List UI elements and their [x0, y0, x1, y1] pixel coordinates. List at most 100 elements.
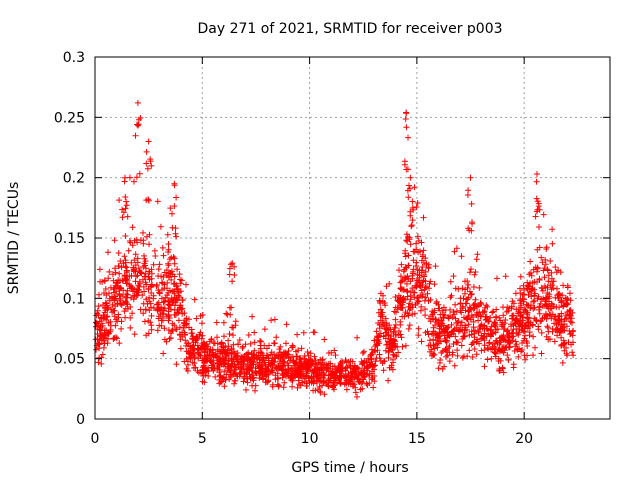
data-point: [209, 351, 215, 358]
data-point: [339, 358, 345, 365]
data-point: [252, 387, 258, 394]
data-point: [150, 305, 157, 311]
data-point: [217, 350, 224, 357]
data-point: [495, 346, 502, 353]
data-point: [290, 358, 296, 365]
data-point: [415, 332, 422, 339]
data-point: [206, 348, 213, 355]
data-point: [434, 331, 441, 338]
data-point: [386, 339, 393, 346]
data-point: [512, 338, 519, 345]
data-point: [272, 376, 279, 383]
data-point: [217, 356, 224, 363]
data-point: [373, 341, 380, 348]
data-point: [465, 307, 472, 314]
data-point: [530, 298, 537, 305]
data-point: [541, 274, 548, 281]
data-point: [177, 345, 184, 352]
data-point: [552, 264, 559, 271]
data-point: [110, 277, 117, 284]
data-point: [111, 296, 118, 303]
data-point: [135, 122, 141, 129]
data-point: [252, 369, 259, 376]
data-point: [273, 334, 280, 341]
data-point: [409, 272, 416, 279]
data-point: [394, 343, 401, 350]
data-point: [494, 275, 500, 282]
data-point: [418, 239, 425, 246]
data-point: [509, 312, 516, 319]
data-point: [425, 265, 432, 272]
data-point: [343, 380, 350, 387]
data-point: [310, 367, 317, 374]
data-point: [198, 344, 205, 351]
data-point: [422, 312, 429, 319]
data-point: [173, 326, 180, 333]
data-point: [243, 351, 250, 358]
data-point: [116, 340, 123, 347]
data-point: [127, 239, 134, 246]
data-point: [118, 325, 125, 332]
data-point: [231, 377, 238, 384]
data-point: [261, 326, 268, 333]
data-point: [472, 296, 479, 303]
data-point: [96, 354, 103, 361]
data-point: [497, 367, 503, 374]
data-point: [199, 370, 206, 377]
data-point: [211, 364, 218, 371]
data-point: [251, 329, 258, 336]
data-point: [335, 375, 342, 382]
data-point: [331, 347, 338, 354]
data-point: [196, 331, 203, 338]
data-point: [221, 333, 227, 340]
data-point: [171, 255, 178, 262]
data-point: [271, 340, 277, 347]
data-point: [478, 313, 484, 320]
data-point: [536, 244, 543, 251]
data-point: [451, 248, 458, 255]
data-point: [132, 251, 139, 258]
data-point: [403, 287, 410, 294]
data-point: [118, 318, 125, 325]
data-point: [388, 364, 395, 371]
data-point: [139, 292, 146, 299]
data-point: [156, 290, 163, 297]
data-point: [554, 285, 560, 292]
data-point: [528, 272, 535, 279]
data-point: [382, 302, 389, 309]
data-point: [402, 264, 409, 271]
data-point: [532, 290, 539, 297]
data-point: [473, 311, 480, 318]
data-point: [120, 209, 127, 216]
data-point: [459, 305, 466, 312]
data-point: [493, 337, 500, 344]
data-point: [256, 375, 263, 382]
data-point: [269, 369, 276, 376]
data-point: [410, 266, 417, 273]
data-point: [343, 386, 350, 393]
data-point: [350, 366, 357, 373]
data-point: [134, 272, 141, 279]
data-point: [465, 225, 472, 232]
data-point: [512, 290, 519, 297]
data-point: [395, 349, 402, 356]
data-point: [192, 364, 199, 371]
data-point: [392, 316, 399, 323]
data-point: [405, 252, 412, 259]
data-point: [458, 253, 465, 260]
data-point: [150, 292, 157, 299]
data-point: [516, 306, 523, 313]
data-point: [443, 353, 450, 360]
data-point: [179, 305, 186, 312]
data-point: [398, 261, 405, 268]
data-point: [137, 306, 144, 313]
data-point: [180, 319, 187, 326]
data-point: [284, 360, 291, 367]
data-point: [260, 354, 267, 361]
data-point: [383, 341, 390, 348]
data-point: [131, 331, 138, 338]
data-point: [422, 268, 429, 275]
data-point: [525, 292, 532, 298]
data-point: [133, 174, 140, 181]
data-point: [217, 341, 224, 348]
